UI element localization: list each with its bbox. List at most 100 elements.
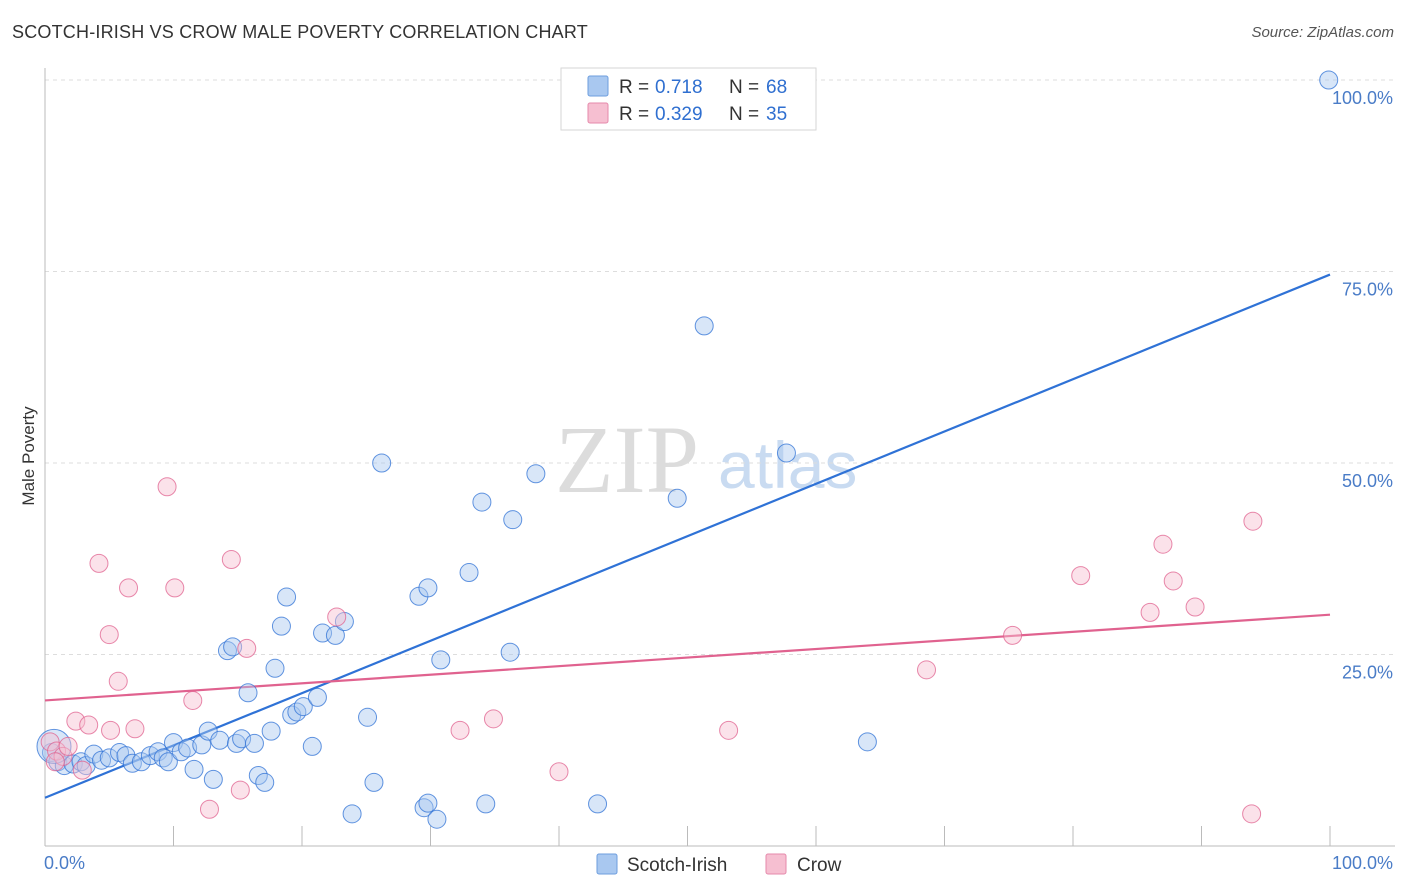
data-point-scotch-irish bbox=[217, 641, 237, 661]
legend-r-value-crow: 0.329 bbox=[655, 104, 703, 125]
data-point-crow bbox=[719, 720, 739, 740]
legend-r-label: R = bbox=[619, 77, 649, 98]
x-tick-label-max: 100.0% bbox=[1332, 853, 1393, 873]
data-point-scotch-irish bbox=[427, 809, 447, 829]
data-point-crow bbox=[72, 760, 92, 780]
data-point-scotch-irish bbox=[459, 563, 479, 583]
data-point-crow bbox=[47, 741, 67, 761]
trend-line-scotch-irish bbox=[44, 273, 1331, 799]
legend-swatch-scotch-irish bbox=[587, 75, 609, 97]
data-point-crow bbox=[119, 578, 139, 598]
y-tick-label: 100.0% bbox=[1332, 88, 1393, 108]
data-point-crow bbox=[450, 720, 470, 740]
watermark-zip: ZIP bbox=[555, 406, 699, 513]
data-point-crow bbox=[108, 671, 128, 691]
bottom-legend-swatch-crow bbox=[765, 853, 787, 875]
data-point-scotch-irish bbox=[184, 759, 204, 779]
y-tick-label: 25.0% bbox=[1342, 663, 1393, 683]
data-point-crow bbox=[1140, 602, 1160, 622]
data-point-scotch-irish bbox=[36, 728, 72, 764]
bottom-legend-label-crow: Crow bbox=[797, 855, 842, 876]
x-tick-label-min: 0.0% bbox=[44, 853, 85, 873]
data-point-scotch-irish bbox=[358, 707, 378, 727]
data-point-crow bbox=[483, 709, 503, 729]
data-point-crow bbox=[66, 711, 86, 731]
data-point-scotch-irish bbox=[255, 772, 275, 792]
data-point-scotch-irish bbox=[84, 744, 104, 764]
data-point-scotch-irish bbox=[302, 736, 322, 756]
watermark-atlas: atlas bbox=[718, 428, 857, 502]
trend-line-crow bbox=[44, 613, 1331, 702]
y-tick-label: 50.0% bbox=[1342, 471, 1393, 491]
data-point-scotch-irish bbox=[694, 316, 714, 336]
data-point-scotch-irish bbox=[265, 658, 285, 678]
data-point-scotch-irish bbox=[857, 732, 877, 752]
data-point-scotch-irish bbox=[92, 750, 112, 770]
data-point-scotch-irish bbox=[153, 748, 173, 768]
y-axis-label: Male Poverty bbox=[19, 406, 38, 506]
data-point-crow bbox=[549, 762, 569, 782]
y-tick-labels: 25.0% 50.0% 75.0% 100.0% bbox=[1332, 88, 1393, 683]
data-point-crow bbox=[157, 477, 177, 497]
gridlines bbox=[45, 79, 1395, 655]
data-point-scotch-irish bbox=[500, 642, 520, 662]
bottom-legend: Scotch-Irish Crow bbox=[596, 853, 842, 876]
data-point-scotch-irish bbox=[476, 794, 496, 814]
data-point-scotch-irish bbox=[210, 730, 230, 750]
data-point-scotch-irish bbox=[178, 738, 198, 758]
data-point-scotch-irish bbox=[203, 769, 223, 789]
data-point-scotch-irish bbox=[667, 488, 687, 508]
data-point-crow bbox=[1243, 511, 1263, 531]
data-point-crow bbox=[221, 550, 241, 570]
legend-n-label: N = bbox=[729, 104, 759, 125]
data-point-scotch-irish bbox=[1319, 70, 1339, 90]
data-point-scotch-irish bbox=[223, 637, 243, 657]
data-point-scotch-irish bbox=[158, 752, 178, 772]
data-point-crow bbox=[1163, 571, 1183, 591]
data-point-scotch-irish bbox=[198, 721, 218, 741]
data-point-crow bbox=[237, 638, 257, 658]
data-point-scotch-irish bbox=[364, 772, 384, 792]
legend-r-label: R = bbox=[619, 104, 649, 125]
data-point-crow bbox=[199, 799, 219, 819]
data-point-scotch-irish bbox=[588, 794, 608, 814]
bottom-legend-label-scotch-irish: Scotch-Irish bbox=[627, 855, 727, 876]
legend-r-value-scotch-irish: 0.718 bbox=[655, 77, 703, 98]
data-point-crow bbox=[917, 660, 937, 680]
chart-title: SCOTCH-IRISH VS CROW MALE POVERTY CORREL… bbox=[12, 22, 588, 42]
data-point-crow bbox=[1242, 804, 1262, 824]
source-credit: Source: ZipAtlas.com bbox=[1251, 24, 1394, 41]
data-point-scotch-irish bbox=[244, 733, 264, 753]
data-point-crow bbox=[1003, 625, 1023, 645]
data-point-crow bbox=[1185, 597, 1205, 617]
data-point-crow bbox=[1153, 534, 1173, 554]
data-point-crow bbox=[58, 736, 78, 756]
legend-box: R = 0.718 N = 68 R = 0.329 N = 35 bbox=[560, 67, 817, 131]
axes bbox=[44, 68, 1395, 847]
data-point-crow bbox=[99, 625, 119, 645]
data-point-crow bbox=[40, 732, 60, 752]
data-point-crow bbox=[327, 607, 347, 627]
data-point-scotch-irish bbox=[342, 804, 362, 824]
data-point-scotch-irish bbox=[472, 492, 492, 512]
data-points bbox=[36, 70, 1339, 829]
data-point-scotch-irish bbox=[261, 721, 281, 741]
data-point-scotch-irish bbox=[277, 587, 297, 607]
legend-n-label: N = bbox=[729, 77, 759, 98]
data-point-scotch-irish bbox=[238, 683, 258, 703]
legend-n-value-crow: 35 bbox=[766, 104, 787, 125]
data-point-scotch-irish bbox=[431, 650, 451, 670]
data-point-scotch-irish bbox=[287, 702, 307, 722]
data-point-scotch-irish bbox=[526, 464, 546, 484]
data-point-scotch-irish bbox=[232, 729, 252, 749]
data-point-scotch-irish bbox=[293, 697, 313, 717]
data-point-crow bbox=[1071, 566, 1091, 586]
data-point-scotch-irish bbox=[99, 748, 119, 768]
data-point-scotch-irish bbox=[307, 687, 327, 707]
data-point-scotch-irish bbox=[418, 578, 438, 598]
bottom-legend-swatch-scotch-irish bbox=[596, 853, 618, 875]
y-tick-label: 75.0% bbox=[1342, 280, 1393, 300]
data-point-crow bbox=[165, 578, 185, 598]
data-point-scotch-irish bbox=[271, 616, 291, 636]
